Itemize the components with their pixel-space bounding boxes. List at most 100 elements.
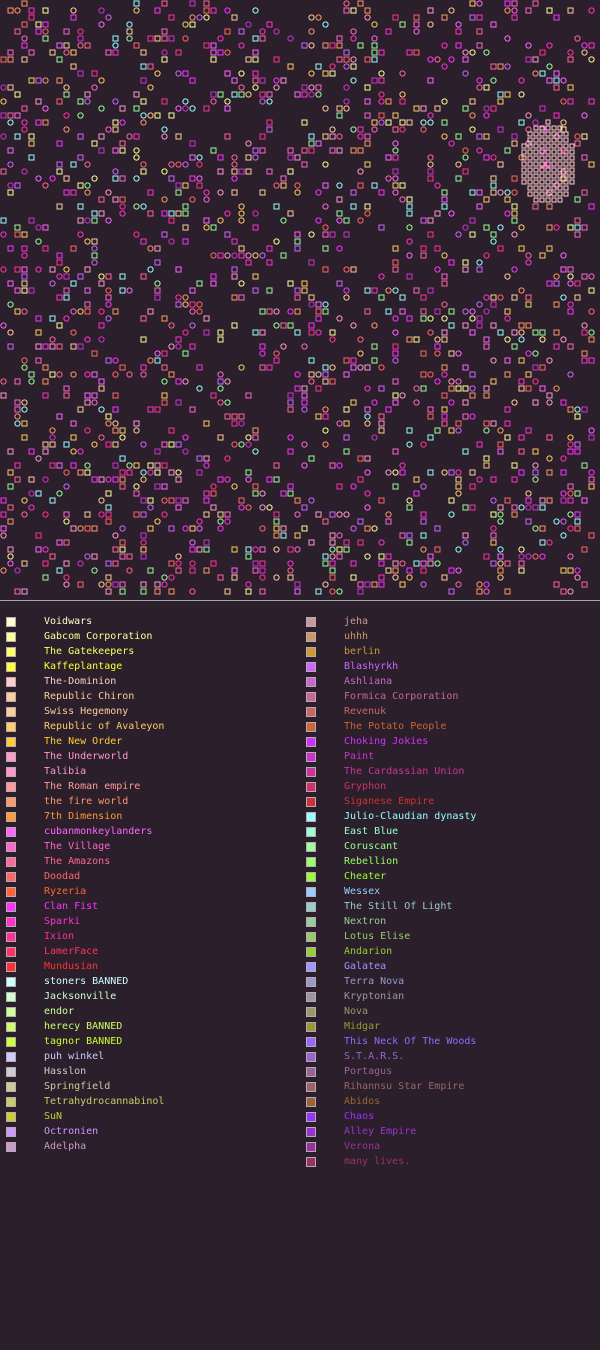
planet-marker — [154, 357, 161, 364]
star-marker — [336, 511, 343, 518]
star-marker — [35, 238, 42, 245]
star-marker — [126, 462, 133, 469]
star-marker — [420, 546, 427, 553]
star-marker — [245, 21, 252, 28]
star-marker — [161, 574, 168, 581]
star-marker — [378, 91, 385, 98]
planet-marker — [91, 140, 98, 147]
planet-marker — [154, 406, 161, 413]
star-marker — [504, 35, 511, 42]
planet-marker — [533, 191, 539, 197]
star-marker — [63, 574, 70, 581]
planet-marker — [14, 224, 21, 231]
planet-marker — [252, 273, 259, 280]
player-color-swatch — [6, 856, 16, 867]
star-marker — [588, 7, 595, 14]
planet-marker — [21, 245, 28, 252]
planet-marker — [364, 525, 371, 532]
star-marker — [427, 371, 434, 378]
planet-marker — [357, 0, 364, 7]
planet-marker — [175, 301, 182, 308]
planet-marker — [105, 518, 112, 525]
planet-marker — [399, 308, 406, 315]
star-marker — [322, 224, 329, 231]
star-marker — [364, 420, 371, 427]
planet-marker — [196, 364, 203, 371]
star-marker — [560, 98, 567, 105]
planet-marker — [539, 161, 545, 167]
planet-marker — [532, 364, 539, 371]
planet-marker — [399, 469, 406, 476]
planet-marker — [329, 567, 336, 574]
star-marker — [77, 42, 84, 49]
legend-item: Adelpha — [6, 1139, 164, 1154]
planet-marker — [259, 77, 266, 84]
star-marker — [273, 322, 280, 329]
planet-marker — [497, 126, 504, 133]
planet-marker — [588, 434, 595, 441]
player-name: Ryzeria — [44, 886, 87, 897]
star-marker — [196, 154, 203, 161]
planet-marker — [413, 490, 420, 497]
planet-marker — [563, 131, 569, 137]
star-marker — [77, 112, 84, 119]
star-marker — [28, 504, 35, 511]
planet-marker — [70, 189, 77, 196]
planet-marker — [441, 392, 448, 399]
planet-marker — [364, 455, 371, 462]
player-name: many lives. — [344, 1156, 411, 1167]
player-color-swatch — [306, 1096, 316, 1107]
planet-marker — [196, 280, 203, 287]
planet-marker — [77, 203, 84, 210]
planet-marker — [294, 231, 301, 238]
planet-marker — [497, 567, 504, 574]
planet-marker — [112, 392, 119, 399]
planet-marker — [462, 364, 469, 371]
star-marker — [469, 308, 476, 315]
player-color-swatch — [306, 631, 316, 642]
star-marker — [308, 231, 315, 238]
planet-marker — [308, 294, 315, 301]
star-marker — [308, 497, 315, 504]
planet-marker — [308, 357, 315, 364]
planet-marker — [539, 197, 545, 203]
planet-marker — [490, 63, 497, 70]
planet-marker — [434, 343, 441, 350]
planet-marker — [533, 143, 539, 149]
legend-item: tagnor BANNED — [6, 1034, 164, 1049]
star-marker — [476, 84, 483, 91]
planet-marker — [469, 231, 476, 238]
star-marker — [490, 497, 497, 504]
galaxy-map[interactable] — [0, 0, 600, 601]
planet-marker — [301, 392, 308, 399]
legend-item: Springfield — [6, 1079, 164, 1094]
star-marker — [189, 560, 196, 567]
star-marker — [259, 490, 266, 497]
planet-marker — [462, 504, 469, 511]
planet-marker — [533, 161, 539, 167]
star-marker — [133, 147, 140, 154]
planet-marker — [413, 476, 420, 483]
planet-marker — [35, 343, 42, 350]
planet-marker — [21, 42, 28, 49]
star-marker — [322, 581, 329, 588]
planet-marker — [21, 560, 28, 567]
planet-marker — [441, 273, 448, 280]
planet-marker — [147, 63, 154, 70]
star-marker — [259, 98, 266, 105]
star-marker — [231, 483, 238, 490]
star-marker — [336, 315, 343, 322]
planet-marker — [266, 91, 273, 98]
planet-marker — [521, 167, 527, 173]
player-color-swatch — [6, 736, 16, 747]
legend-item: herecy BANNED — [6, 1019, 164, 1034]
planet-marker — [574, 448, 581, 455]
planet-marker — [581, 224, 588, 231]
planet-marker — [427, 406, 434, 413]
planet-marker — [350, 266, 357, 273]
star-marker — [518, 329, 525, 336]
planet-marker — [336, 42, 343, 49]
star-marker — [217, 371, 224, 378]
planet-marker — [567, 7, 574, 14]
planet-marker — [357, 588, 364, 595]
